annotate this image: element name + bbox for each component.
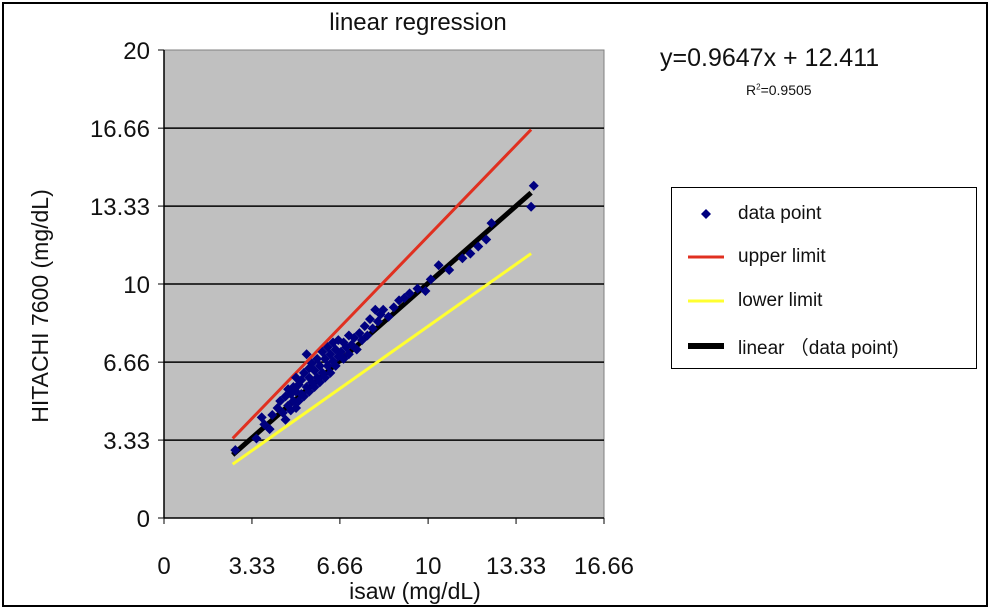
data-point-57 <box>343 349 354 360</box>
data-point-84 <box>473 241 484 252</box>
tick-labels: 0 3.33 6.66 10 13.33 16.66 20 0 3.33 6.66 10 13.33 1… <box>90 38 634 580</box>
scatter-chart: 0 3.33 6.66 10 13.33 16.66 20 0 3.33 6.66 10 13.33 1… <box>27 9 634 604</box>
data-point-27 <box>301 349 312 360</box>
legend-line-icon <box>688 299 724 303</box>
data-point-76 <box>404 288 415 299</box>
data-point-65 <box>362 330 373 341</box>
legend-label: linear （data point) <box>738 337 899 359</box>
upper-limit-line <box>231 128 533 440</box>
r2-superscript: 2 <box>756 82 761 92</box>
legend-item-lower-limit: lower limit <box>672 286 976 316</box>
data-point-79 <box>425 274 436 285</box>
data-point-82 <box>457 253 468 264</box>
legend-marker-icon <box>701 209 711 219</box>
data-point-66 <box>365 314 376 325</box>
data-point-73 <box>388 302 399 313</box>
data-point-78 <box>420 286 431 297</box>
data-point-45 <box>325 367 336 378</box>
r2-prefix: R <box>746 82 757 98</box>
r2-value: =0.9505 <box>760 82 812 98</box>
data-point-81 <box>444 264 455 275</box>
data-point-83 <box>465 248 476 259</box>
data-point-64 <box>359 321 370 332</box>
data-point-77 <box>412 283 423 294</box>
legend-swatch-upper-limit <box>688 255 724 259</box>
data-point-0 <box>230 445 241 456</box>
x-tick-label-2: 6.66 <box>317 553 364 580</box>
chart-title: linear regression <box>329 9 506 36</box>
regression-equation: y=0.9647x + 12.411 <box>660 44 880 72</box>
data-point-87 <box>526 201 537 212</box>
legend-item-data-point: data point <box>672 199 976 229</box>
y-tick-label-0: 0 <box>137 506 150 533</box>
data-point-72 <box>383 311 394 322</box>
data-point-9 <box>280 414 291 425</box>
lower-limit-line <box>231 252 532 466</box>
y-tick-label-3: 10 <box>123 272 150 299</box>
y-tick-label-6: 20 <box>123 38 150 65</box>
legend-line-icon <box>688 343 724 349</box>
data-point-86 <box>486 218 497 229</box>
x-tick-label-5: 16.66 <box>574 553 634 580</box>
legend-label: data point <box>738 203 822 224</box>
y-tick-label-1: 3.33 <box>103 428 150 455</box>
data-point-80 <box>433 260 444 271</box>
chart-frame: 0 3.33 6.66 10 13.33 16.66 20 0 3.33 6.66 10 13.33 1… <box>2 2 988 607</box>
data-point-5 <box>267 410 278 421</box>
data-point-49 <box>330 360 341 371</box>
legend-item-upper-limit: upper limit <box>672 242 976 272</box>
r-squared-annotation: R2=0.9505 <box>746 82 812 98</box>
legend: data point upper limit lower limit linear （… <box>671 187 977 369</box>
data-point-61 <box>351 344 362 355</box>
data-point-4 <box>264 424 275 435</box>
y-tick-label-4: 13.33 <box>90 194 150 221</box>
legend-swatch-linear-data-point <box>688 343 724 349</box>
x-tick-label-0: 0 <box>157 553 170 580</box>
legend-label: lower limit <box>738 290 823 311</box>
gridlines <box>164 127 604 441</box>
y-tick-label-2: 6.66 <box>103 350 150 377</box>
y-axis-label: HITACHI 7600 (mg/dL) <box>27 189 53 422</box>
y-tick-label-5: 16.66 <box>90 116 150 143</box>
legend-swatch-data-point <box>701 209 711 219</box>
legend-label: upper limit <box>738 246 826 267</box>
data-point-71 <box>378 304 389 315</box>
data-point-88 <box>528 180 539 191</box>
legend-item-linear-data-point: linear （data point) <box>672 331 976 361</box>
legend-swatch-lower-limit <box>688 299 724 303</box>
data-point-67 <box>367 323 378 334</box>
legend-line-icon <box>688 255 724 259</box>
x-tick-label-1: 3.33 <box>229 553 276 580</box>
axes <box>158 49 605 524</box>
x-axis-label: isaw (mg/dL) <box>349 578 481 604</box>
points-layer <box>230 180 539 456</box>
x-tick-label-4: 13.33 <box>486 553 546 580</box>
x-tick-label-3: 10 <box>415 553 442 580</box>
data-point-1 <box>251 433 262 444</box>
data-point-85 <box>481 234 492 245</box>
